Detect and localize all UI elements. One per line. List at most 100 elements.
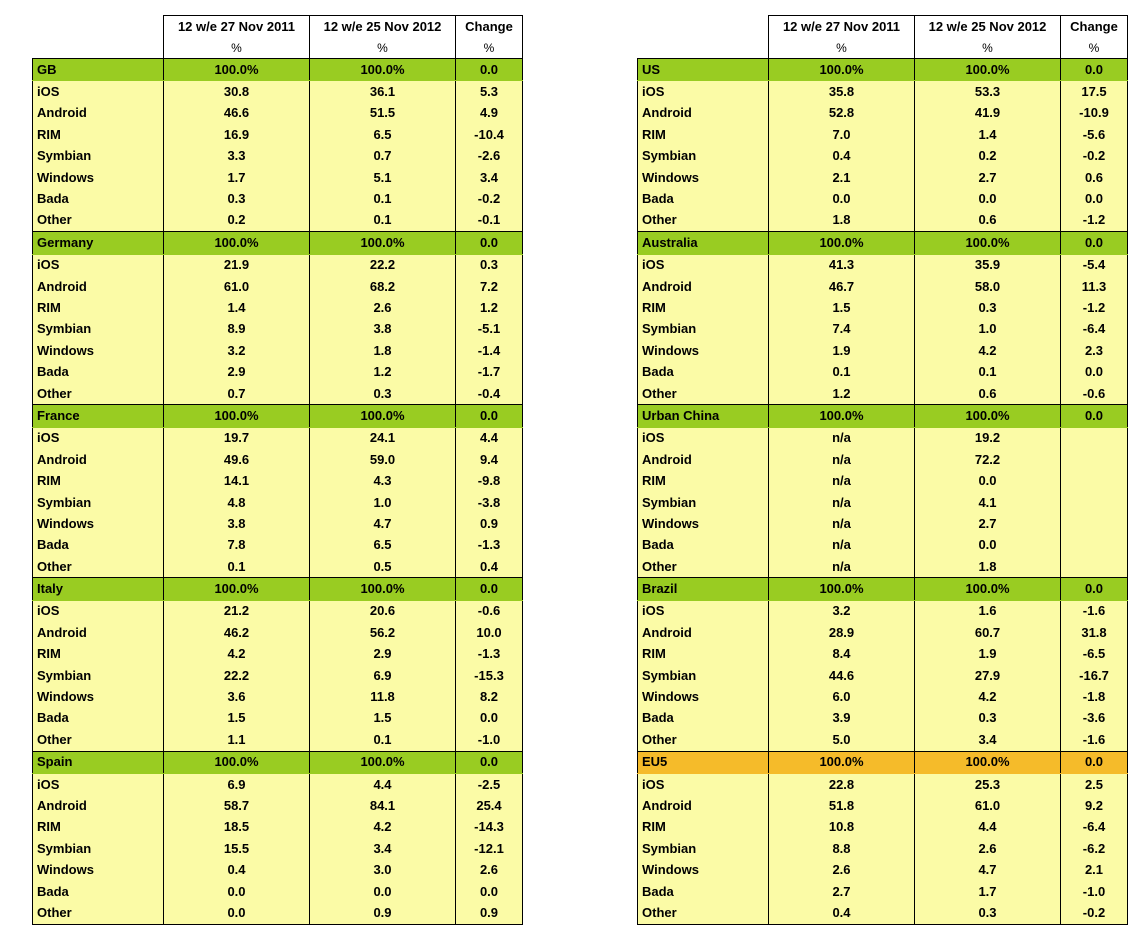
share-cell: 6.9: [309, 664, 456, 687]
change-cell: -6.4: [1060, 318, 1128, 341]
table-row: Bada 2.7 1.7 -1.0: [637, 880, 1128, 903]
share-cell: 3.4: [309, 838, 456, 860]
share-cell: 41.9: [914, 102, 1061, 125]
change-cell: -9.8: [455, 470, 523, 492]
table-row: Symbian n/a 4.1: [637, 491, 1128, 514]
share-cell: 1.7: [914, 880, 1061, 903]
os-name: RIM: [32, 124, 164, 146]
table-row: Windows n/a 2.7: [637, 513, 1128, 535]
os-name: Symbian: [32, 491, 164, 514]
change-cell: 0.3: [455, 254, 523, 276]
share-cell: n/a: [768, 555, 915, 578]
os-name: Other: [637, 555, 769, 578]
share-cell: 1.8: [309, 340, 456, 362]
region-total-cell: 0.0: [1060, 57, 1128, 82]
region-header-row: Italy 100.0% 100.0% 0.0: [32, 577, 523, 601]
table-row: Symbian 15.5 3.4 -12.1: [32, 838, 523, 860]
os-name: iOS: [32, 773, 164, 796]
share-cell: 58.7: [163, 795, 310, 817]
share-cell: 6.5: [309, 534, 456, 556]
os-name: RIM: [637, 643, 769, 665]
os-name: iOS: [32, 254, 164, 276]
region-total-cell: 0.0: [455, 57, 523, 82]
share-cell: 0.3: [914, 707, 1061, 730]
change-cell: -10.9: [1060, 102, 1128, 125]
table-row: Windows 3.2 1.8 -1.4: [32, 340, 523, 362]
os-name: Android: [637, 449, 769, 471]
share-cell: 1.0: [914, 318, 1061, 341]
share-cell: 4.2: [309, 816, 456, 839]
change-cell: -0.2: [1060, 145, 1128, 167]
region-total-cell: 100.0%: [163, 231, 310, 255]
os-name: Bada: [32, 188, 164, 210]
change-cell: 0.9: [455, 902, 523, 925]
region-total-cell: 0.0: [455, 404, 523, 428]
share-cell: 4.2: [914, 340, 1061, 362]
share-cell: 0.0: [309, 880, 456, 903]
table-row: Other 0.4 0.3 -0.2: [637, 902, 1128, 925]
change-cell: -16.7: [1060, 664, 1128, 687]
change-cell: -0.6: [455, 600, 523, 623]
share-cell: n/a: [768, 534, 915, 556]
header-blank-cell: [637, 15, 769, 37]
share-cell: 0.0: [163, 880, 310, 903]
region-header-row: Australia 100.0% 100.0% 0.0: [637, 231, 1128, 255]
region-name: Australia: [637, 231, 769, 255]
table-row: Windows 3.6 11.8 8.2: [32, 686, 523, 708]
share-cell: 60.7: [914, 622, 1061, 644]
os-name: Symbian: [32, 838, 164, 860]
share-cell: 4.2: [163, 643, 310, 665]
change-cell: -5.6: [1060, 124, 1128, 146]
table-row: iOS 35.8 53.3 17.5: [637, 80, 1128, 103]
share-cell: 8.8: [768, 838, 915, 860]
share-cell: 56.2: [309, 622, 456, 644]
table-row: RIM 16.9 6.5 -10.4: [32, 124, 523, 146]
share-cell: 3.4: [914, 729, 1061, 751]
table-row: RIM 18.5 4.2 -14.3: [32, 816, 523, 839]
os-name: Bada: [32, 880, 164, 903]
table-row: Windows 2.1 2.7 0.6: [637, 166, 1128, 189]
os-name: Bada: [32, 707, 164, 730]
share-cell: 22.2: [309, 254, 456, 276]
share-cell: 2.6: [768, 859, 915, 881]
share-cell: n/a: [768, 449, 915, 471]
share-cell: 16.9: [163, 124, 310, 146]
change-cell: -2.6: [455, 145, 523, 167]
column-unit: %: [1060, 37, 1128, 59]
share-cell: 36.1: [309, 80, 456, 103]
os-name: Other: [637, 729, 769, 751]
change-cell: -1.3: [455, 534, 523, 556]
change-cell: -1.7: [455, 361, 523, 383]
change-cell: -6.4: [1060, 816, 1128, 839]
os-name: Windows: [637, 513, 769, 535]
region-total-cell: 100.0%: [163, 750, 310, 774]
share-cell: 0.3: [914, 297, 1061, 319]
region-total-cell: 0.0: [455, 231, 523, 255]
os-name: Bada: [637, 880, 769, 903]
region-total-cell: 100.0%: [768, 577, 915, 601]
change-cell: -1.6: [1060, 729, 1128, 751]
os-name: Windows: [637, 166, 769, 189]
share-cell: 1.2: [309, 361, 456, 383]
change-cell: 31.8: [1060, 622, 1128, 644]
change-cell: -6.5: [1060, 643, 1128, 665]
share-cell: 84.1: [309, 795, 456, 817]
region-total-cell: 0.0: [455, 577, 523, 601]
share-cell: 7.8: [163, 534, 310, 556]
table-row: Symbian 8.8 2.6 -6.2: [637, 838, 1128, 860]
os-name: iOS: [637, 80, 769, 103]
table-row: RIM n/a 0.0: [637, 470, 1128, 492]
os-name: iOS: [637, 773, 769, 796]
table-row: Symbian 4.8 1.0 -3.8: [32, 491, 523, 514]
os-name: Bada: [32, 534, 164, 556]
header-blank-cell: [32, 37, 164, 59]
os-name: Other: [32, 902, 164, 925]
share-cell: 28.9: [768, 622, 915, 644]
region-total-cell: 100.0%: [914, 231, 1061, 255]
header-blank-cell: [32, 15, 164, 37]
share-cell: 0.1: [914, 361, 1061, 383]
share-cell: 1.7: [163, 166, 310, 189]
change-cell: 0.0: [1060, 361, 1128, 383]
region-total-cell: 100.0%: [768, 404, 915, 428]
change-cell: [1060, 427, 1128, 450]
